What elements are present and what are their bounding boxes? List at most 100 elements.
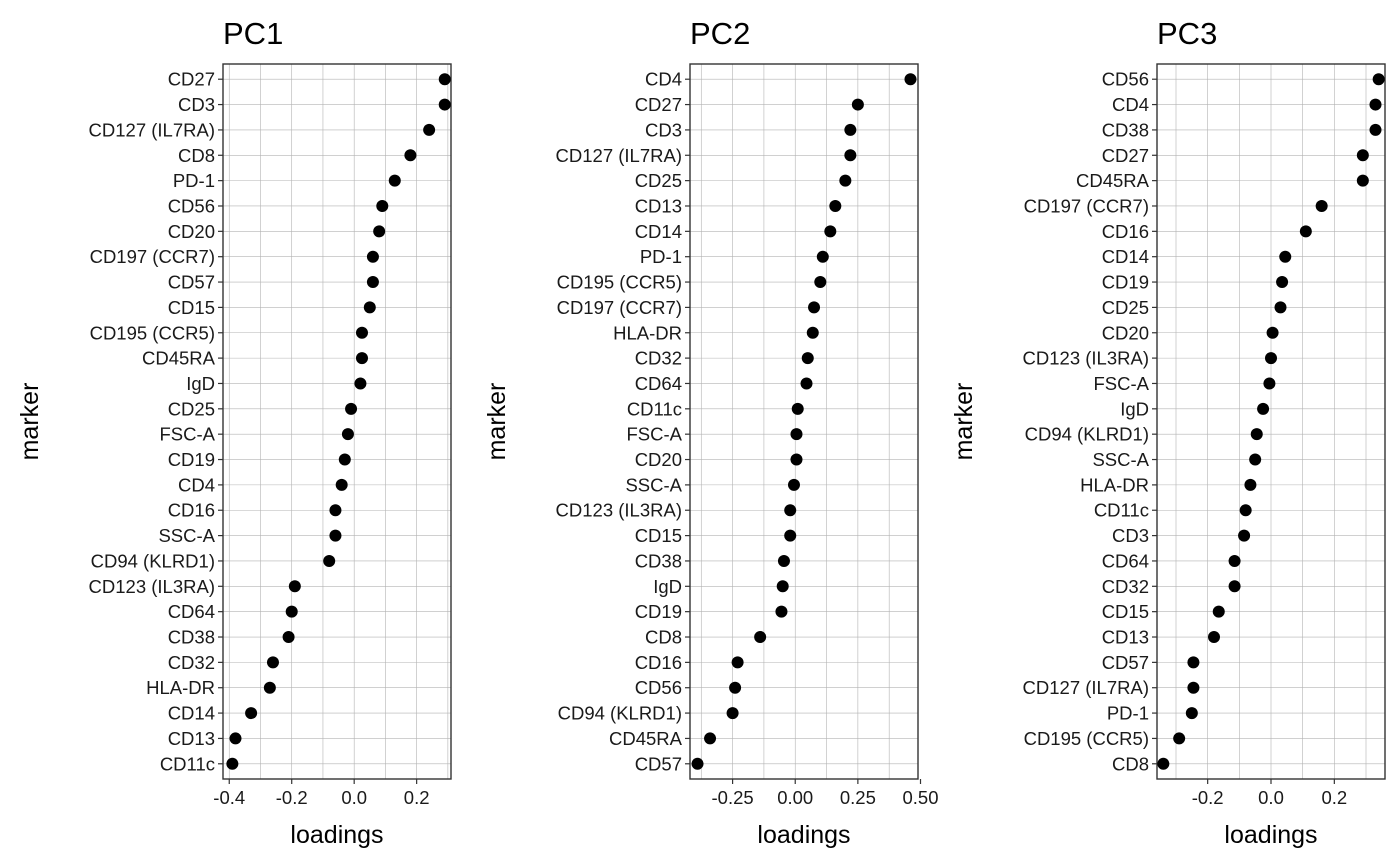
x-tick-label: -0.2 [276,787,308,808]
data-point [1249,453,1262,466]
y-tick-label: CD4 [178,474,215,495]
data-point [791,402,804,415]
x-axis-title: loadings [1224,821,1317,849]
y-tick-label: CD14 [635,221,682,242]
data-point [373,225,386,238]
data-point [904,73,917,86]
data-point [1369,123,1382,136]
data-point [1244,478,1257,491]
y-tick-label: CD123 (IL3RA) [1023,348,1149,369]
data-point [729,681,742,694]
data-points [1157,73,1385,770]
data-point [438,98,451,111]
data-point [1212,605,1225,618]
panel-pc3: CD56 CD4 CD38 CD27 CD45RA CD197 (CCR7) CD16 CD1… [950,16,1386,849]
y-tick-label: CD16 [635,652,682,673]
data-point [691,757,704,770]
y-tick-label: HLA-DR [1080,474,1149,495]
data-point [366,250,379,263]
y-tick-label: CD45RA [142,348,216,369]
y-tick-label: CD27 [635,94,682,115]
data-point [777,554,790,567]
data-point [341,428,354,441]
y-tick-label: CD94 (KLRD1) [91,550,215,571]
data-point [288,580,301,593]
panel-pc1: CD27 CD3 CD127 (IL7RA) CD8 PD-1 CD56 CD20 CD197… [16,16,452,849]
y-tick-label: CD8 [1112,753,1149,774]
y-tick-label: CD8 [645,627,682,648]
data-point [388,174,401,187]
data-point [731,656,744,669]
y-tick-label: CD127 (IL7RA) [89,119,215,140]
data-point [800,377,813,390]
y-tick-label: HLA-DR [146,677,215,698]
y-tick-label: PD-1 [173,170,215,191]
y-axis-title: marker [950,383,978,461]
x-axis-title: loadings [757,821,850,849]
data-point [754,631,767,644]
y-tick-label: CD16 [1102,221,1149,242]
data-point [1173,732,1186,745]
y-tick-label: SSC-A [1092,449,1149,470]
y-tick-label: HLA-DR [613,322,682,343]
y-tick-label: CD32 [168,652,215,673]
y-tick-label: CD64 [168,601,215,622]
y-tick-label: SSC-A [158,525,215,546]
data-point [1274,301,1287,314]
y-tick-label: CD27 [168,69,215,90]
data-point [775,605,788,618]
y-tick-label: CD38 [1102,119,1149,140]
data-point [338,453,351,466]
y-tick-label: CD14 [1102,246,1149,267]
data-point [329,504,342,517]
y-tick-label: CD20 [168,221,215,242]
panel-border [222,63,452,780]
x-tick-label: 0.00 [777,787,813,808]
y-tick-label: CD3 [645,119,682,140]
data-point [376,199,389,212]
data-point [355,326,368,339]
y-tick-label: CD38 [635,550,682,571]
y-tick-label: CD64 [635,373,682,394]
y-tick-label: PD-1 [1107,703,1149,724]
y-tick-label: CD15 [635,525,682,546]
y-axis-title: marker [16,383,44,461]
y-tick-label: CD11c [160,753,215,774]
x-tick-label: 0.2 [404,787,430,808]
data-point [1185,707,1198,720]
y-tick-label: CD25 [635,170,682,191]
y-tick-label: CD195 (CCR5) [557,272,682,293]
y-tick-label: CD19 [168,449,215,470]
data-point [263,681,276,694]
data-point [366,276,379,289]
y-tick-label: CD94 (KLRD1) [1025,424,1149,445]
y-tick-label: CD13 [635,195,682,216]
data-point [839,174,852,187]
panel-background [223,64,451,779]
data-point [816,250,829,263]
y-tick-label: CD127 (IL7RA) [1023,677,1149,698]
x-tick-label: 0.50 [902,787,938,808]
y-tick-label: CD56 [635,677,682,698]
y-tick-label: CD4 [645,69,682,90]
y-tick-label: CD127 (IL7RA) [556,145,682,166]
y-tick-label: CD25 [168,398,215,419]
y-tick-label: IgD [653,576,682,597]
y-tick-label: CD197 (CCR7) [90,246,215,267]
data-point [438,73,451,86]
data-point [1299,225,1312,238]
data-point [1228,580,1241,593]
data-point [806,326,819,339]
data-point [790,453,803,466]
data-point [226,757,239,770]
panel-title: PC2 [690,16,750,51]
data-point [1279,250,1292,263]
y-tick-label: CD56 [168,195,215,216]
x-tick-label: 0.2 [1321,787,1347,808]
y-tick-label: CD57 [168,272,215,293]
y-tick-label: CD27 [1102,145,1149,166]
y-tick-label: CD123 (IL3RA) [89,576,215,597]
y-tick-label: CD20 [635,449,682,470]
data-point [1369,98,1382,111]
data-point [1239,504,1252,517]
